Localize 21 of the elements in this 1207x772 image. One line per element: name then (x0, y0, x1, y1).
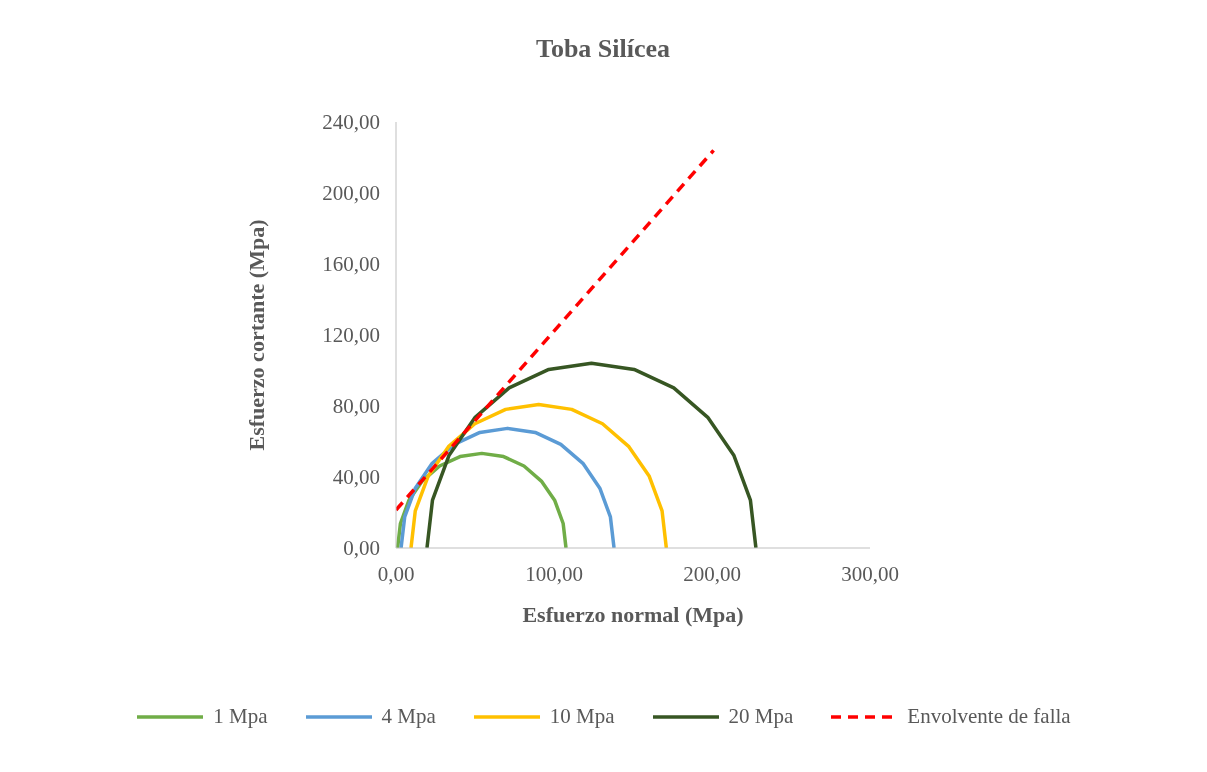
x-tick-label: 0,00 (377, 561, 415, 586)
y-axis-title: Esfuerzo cortante (Mpa) (243, 219, 269, 451)
y-tick-label: 120,00 (322, 323, 380, 348)
x-axis-title: Esfuerzo normal (Mpa) (522, 602, 744, 627)
legend-label: 20 Mpa (728, 704, 794, 729)
y-tick-label: 40,00 (332, 465, 380, 490)
x-tick-label: 100,00 (525, 561, 583, 586)
x-tick-label: 200,00 (683, 561, 741, 586)
y-tick-label: 160,00 (322, 252, 380, 277)
legend-label: 1 Mpa (213, 704, 268, 729)
legend-label: 10 Mpa (549, 704, 615, 729)
legend-label: 4 Mpa (381, 704, 436, 729)
x-tick-label: 300,00 (841, 561, 899, 586)
y-tick-label: 0,00 (343, 536, 380, 561)
legend-label: Envolvente de falla (907, 704, 1071, 729)
y-tick-label: 240,00 (322, 110, 380, 135)
line-series (425, 361, 758, 548)
chart-title: Toba Silícea (534, 34, 672, 64)
y-tick-label: 80,00 (332, 394, 380, 419)
line-series (409, 402, 669, 548)
y-tick-label: 200,00 (322, 181, 380, 206)
